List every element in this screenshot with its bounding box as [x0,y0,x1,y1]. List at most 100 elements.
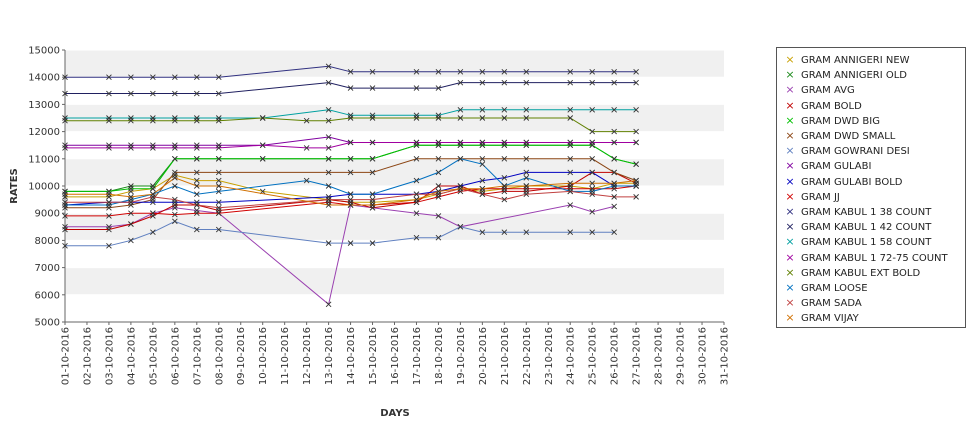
series-15 [62,115,639,135]
legend-marker-icon: × [785,265,795,279]
data-point [501,79,508,86]
x-tick-label: 29-10-2016 [676,327,687,385]
data-point [106,90,112,97]
y-tick-label: 9000 [35,209,60,220]
data-point [589,191,596,197]
data-point [369,202,376,208]
x-tick-label: 04-10-2016 [126,327,137,385]
data-point [150,210,156,217]
data-point [567,169,574,176]
data-point [611,139,617,146]
data-point [567,155,574,162]
y-tick-label: 7000 [35,263,60,274]
data-point [193,155,200,162]
data-point [215,188,222,195]
y-tick-labels: 5000 6000 7000 8000 9000 10000 11000 12000 13000… [28,46,65,329]
data-point [62,226,68,233]
data-point [413,85,420,91]
data-point [501,229,508,236]
data-point [215,183,222,189]
legend-item: × GRAM KABUL 1 42 COUNT [783,220,931,234]
data-point [106,74,112,81]
data-point [611,128,617,135]
data-point [523,155,530,162]
data-point [259,115,266,121]
x-tick-label: 13-10-2016 [324,327,335,385]
data-point [106,226,112,233]
legend-label: GRAM DWD SMALL [801,131,896,142]
data-point [128,185,134,192]
data-point [611,180,617,187]
y-tick-label: 10000 [28,182,60,193]
data-point [457,223,464,230]
y-tick-label: 13000 [28,100,60,111]
data-point [413,234,420,241]
data-point [567,107,574,113]
data-point [611,203,617,210]
legend-marker-icon: × [785,311,795,325]
x-tick-label: 24-10-2016 [566,327,577,385]
x-tick-label: 31-10-2016 [720,327,731,385]
series-7 [62,218,617,249]
data-point [347,202,354,208]
data-point [435,188,442,195]
data-point [523,115,530,121]
data-point [589,155,596,162]
x-tick-label: 03-10-2016 [104,327,115,385]
y-tick-label: 14000 [28,73,60,84]
data-point [633,183,639,189]
data-point [325,301,332,308]
data-point [347,155,354,162]
data-point [128,237,134,244]
data-point [501,107,508,113]
data-point [611,68,617,75]
x-tick-label: 17-10-2016 [412,327,423,385]
legend-item: × GRAM GOWRANI DESI [783,144,909,158]
x-tick-label: 12-10-2016 [302,327,313,385]
data-point [150,229,156,236]
data-point [523,229,530,236]
legend-marker-icon: × [785,281,795,294]
legend-label: GRAM GULABI BOLD [801,176,903,188]
data-point [589,107,596,113]
y-tick-label: 8000 [35,236,60,247]
series-layer [62,63,639,308]
plot-band [65,267,724,295]
data-point [369,68,376,75]
legend-label: GRAM KABUL 1 42 COUNT [801,222,932,234]
legend-marker-icon: × [785,250,795,264]
data-point [62,145,68,151]
data-point [172,169,178,176]
legend-item: × GRAM KABUL 1 38 COUNT [783,205,931,219]
legend-item: × GRAM KABUL 1 72-75 COUNT [783,250,947,265]
data-point [501,175,508,181]
legend-item: × GRAM VIJAY [783,311,859,325]
x-tick-label: 30-10-2016 [698,327,709,385]
data-point [325,145,332,151]
data-point [501,139,508,146]
data-point [193,169,200,176]
data-point [62,213,68,219]
legend-marker-icon: × [785,205,795,218]
data-point [347,139,354,146]
data-point [128,145,134,151]
data-point [479,115,486,121]
legend-label: GRAM SADA [801,298,862,310]
data-point [633,161,639,168]
legend-marker-icon: × [785,53,795,66]
legend-marker-icon: × [785,189,795,203]
data-point [172,218,178,225]
legend-label: GRAM KABUL EXT BOLD [801,267,921,279]
series-line [65,188,637,209]
data-point [567,79,574,86]
legend-marker-icon: × [785,129,795,142]
legend-label: GRAM VIJAY [801,313,859,325]
data-point [347,196,354,203]
data-point [150,191,156,197]
data-point [633,139,639,146]
data-point [193,183,200,189]
data-point [523,191,530,197]
legend-label: GRAM AVG [801,85,855,97]
legend-marker-icon: × [785,220,795,234]
legend-label: GRAM JJ [801,191,840,203]
